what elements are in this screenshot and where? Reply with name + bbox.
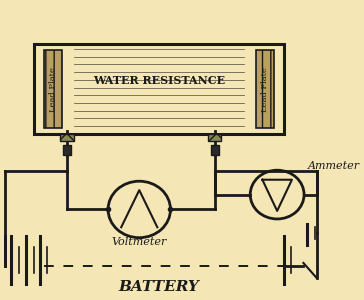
Text: WATER RESISTANCE: WATER RESISTANCE bbox=[93, 75, 225, 86]
Text: BATTERY: BATTERY bbox=[119, 280, 199, 294]
Bar bbox=[44, 50, 62, 128]
Bar bbox=[34, 44, 284, 134]
Text: Voltmeter: Voltmeter bbox=[112, 237, 167, 247]
Bar bbox=[60, 134, 74, 141]
Bar bbox=[256, 50, 274, 128]
FancyBboxPatch shape bbox=[63, 145, 71, 155]
Text: Lead Plate: Lead Plate bbox=[261, 67, 269, 112]
FancyBboxPatch shape bbox=[211, 145, 219, 155]
Text: Lead Plate: Lead Plate bbox=[49, 67, 57, 112]
Bar bbox=[208, 134, 221, 141]
Text: Ammeter: Ammeter bbox=[307, 161, 360, 171]
